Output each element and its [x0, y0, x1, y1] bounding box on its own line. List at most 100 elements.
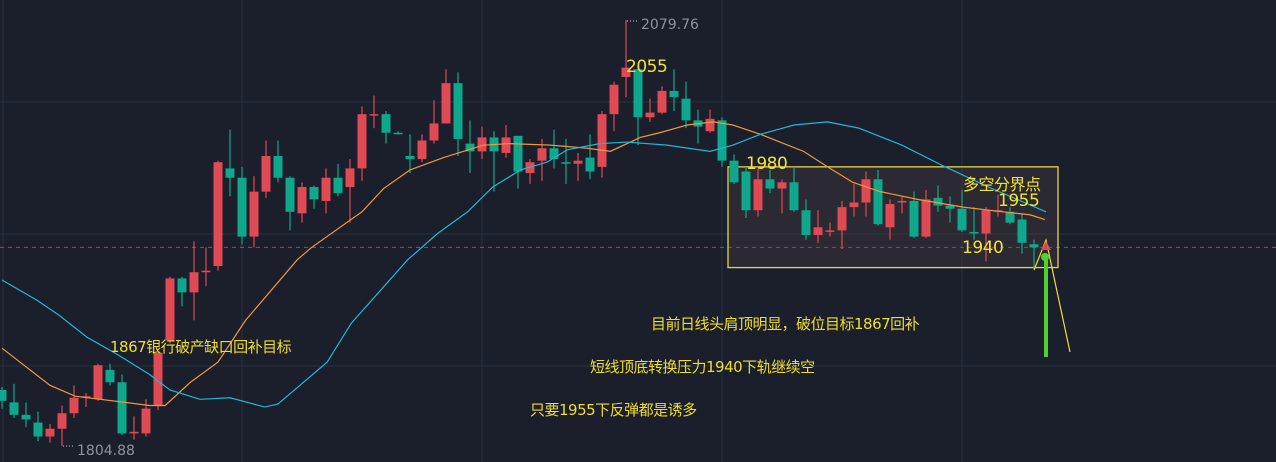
candle	[21, 402, 31, 428]
candle	[177, 276, 187, 307]
candle	[357, 106, 367, 181]
candle	[69, 385, 79, 418]
candle	[429, 100, 439, 144]
candle-body	[621, 67, 631, 77]
candle-body	[729, 160, 739, 183]
candle-body	[597, 114, 607, 167]
candle-body	[669, 90, 679, 98]
candle	[237, 166, 247, 245]
candle-body	[165, 278, 175, 341]
candle	[45, 424, 55, 443]
candle	[681, 81, 691, 129]
candle-body	[837, 207, 847, 231]
candle	[0, 386, 7, 409]
candle	[801, 199, 811, 240]
candle-body	[585, 157, 595, 172]
candle-body	[957, 208, 967, 231]
ma-cyan-line	[1, 121, 1047, 408]
candle-body	[717, 120, 727, 161]
candle	[729, 154, 739, 184]
candle	[321, 168, 331, 214]
candle-body	[909, 200, 919, 237]
candle	[657, 86, 667, 115]
candle-body	[321, 177, 331, 201]
candle-body	[981, 210, 991, 234]
candle	[717, 117, 727, 167]
candle	[153, 349, 163, 411]
candle	[813, 210, 823, 243]
candle	[837, 200, 847, 249]
candle	[537, 138, 547, 181]
candle	[789, 166, 799, 212]
candle-body	[645, 112, 655, 118]
candle-body	[777, 182, 787, 189]
level-2055-label: 2055	[626, 57, 668, 77]
candle	[297, 182, 307, 223]
candle-body	[765, 179, 775, 189]
candle-body	[465, 143, 475, 152]
candle	[393, 131, 403, 135]
candle-body	[945, 205, 955, 209]
candle-body	[177, 278, 187, 293]
candle-body	[477, 137, 487, 152]
candle-body	[357, 114, 367, 169]
candle-body	[633, 69, 643, 118]
candle	[441, 69, 451, 124]
candle-body	[105, 369, 115, 383]
candle	[249, 176, 259, 248]
bull-bear-divide-label: 多空分界点	[963, 175, 1041, 194]
candle-body	[9, 402, 19, 415]
candle-body	[273, 156, 283, 178]
candle-body	[309, 186, 319, 200]
candle	[753, 168, 763, 217]
candle	[273, 140, 283, 183]
candle	[609, 81, 619, 132]
candle-body	[849, 202, 859, 208]
candle	[417, 134, 427, 163]
candle-body	[501, 137, 511, 153]
candle-body	[561, 162, 571, 164]
candle	[825, 222, 835, 237]
candle-body	[33, 422, 43, 437]
candle	[525, 159, 535, 184]
candle	[573, 152, 583, 181]
candle	[9, 383, 19, 418]
candle-body	[225, 168, 235, 178]
candle-body	[261, 156, 271, 192]
candle	[33, 411, 43, 442]
candle-body	[417, 140, 427, 160]
candle-body	[657, 90, 667, 113]
candle	[765, 169, 775, 194]
candle	[369, 95, 379, 129]
candle-body	[873, 179, 883, 225]
candle-body	[405, 156, 415, 160]
candle	[1017, 213, 1027, 254]
candle-body	[69, 397, 79, 414]
candle-body	[441, 83, 451, 124]
level-1940-label: 1940	[962, 238, 1004, 258]
candle	[621, 20, 631, 98]
candle	[129, 416, 139, 440]
candle	[633, 64, 643, 146]
candle	[309, 185, 319, 209]
candle-body	[573, 160, 583, 164]
candle	[693, 109, 703, 144]
candle	[189, 241, 199, 321]
candle-body	[1005, 211, 1015, 223]
candle	[645, 98, 655, 122]
candle	[201, 247, 211, 287]
candle-body	[789, 182, 799, 211]
candle	[345, 159, 355, 223]
candle	[1005, 207, 1015, 225]
candle	[861, 171, 871, 217]
red-tip-icon	[1041, 241, 1051, 250]
candle-body	[933, 197, 943, 206]
candle-body	[537, 148, 547, 161]
candle	[513, 135, 523, 189]
candle-body	[885, 204, 895, 228]
candle	[213, 160, 223, 271]
candle	[465, 120, 475, 174]
candle	[873, 169, 883, 226]
